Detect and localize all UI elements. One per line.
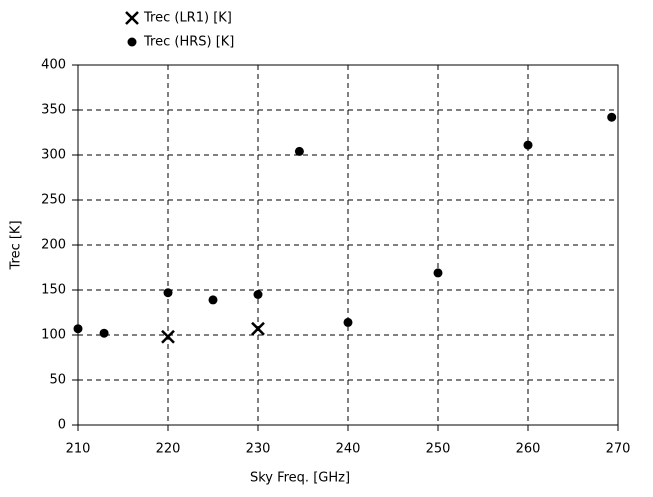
point: [294, 146, 304, 156]
x-tick-label: 250: [426, 442, 451, 457]
y-tick-label: 250: [41, 193, 66, 208]
y-tick-label: 350: [41, 103, 66, 118]
x-tick-label: 220: [156, 442, 181, 457]
y-tick-label: 400: [41, 58, 66, 73]
y-tick-label: 100: [41, 328, 66, 343]
legend-label: Trec (HRS) [K]: [143, 35, 234, 50]
point: [161, 329, 175, 344]
point: [73, 324, 83, 334]
y-axis-label: Trec [K]: [9, 220, 24, 270]
x-tick-label: 260: [516, 442, 541, 457]
y-tick-label: 200: [41, 238, 66, 253]
point: [251, 321, 265, 336]
point: [99, 328, 109, 338]
x-tick-label: 230: [246, 442, 271, 457]
point: [208, 295, 218, 305]
y-tick-label: 0: [58, 418, 66, 433]
point: [433, 268, 443, 278]
point: [343, 317, 353, 327]
point: [523, 140, 533, 150]
plot-frame: [77, 64, 619, 426]
point: [607, 112, 617, 122]
point: [163, 288, 173, 298]
legend-marker: [125, 11, 139, 25]
legend-label: Trec (LR1) [K]: [143, 11, 232, 26]
x-axis-label: Sky Freq. [GHz]: [250, 471, 350, 486]
x-tick-label: 240: [336, 442, 361, 457]
x-tick-label: 270: [606, 442, 631, 457]
legend-marker: [127, 37, 137, 47]
point: [253, 290, 263, 299]
y-tick-label: 150: [41, 283, 66, 298]
y-tick-label: 300: [41, 148, 66, 163]
y-tick-label: 50: [49, 373, 66, 388]
x-tick-label: 210: [66, 442, 91, 457]
